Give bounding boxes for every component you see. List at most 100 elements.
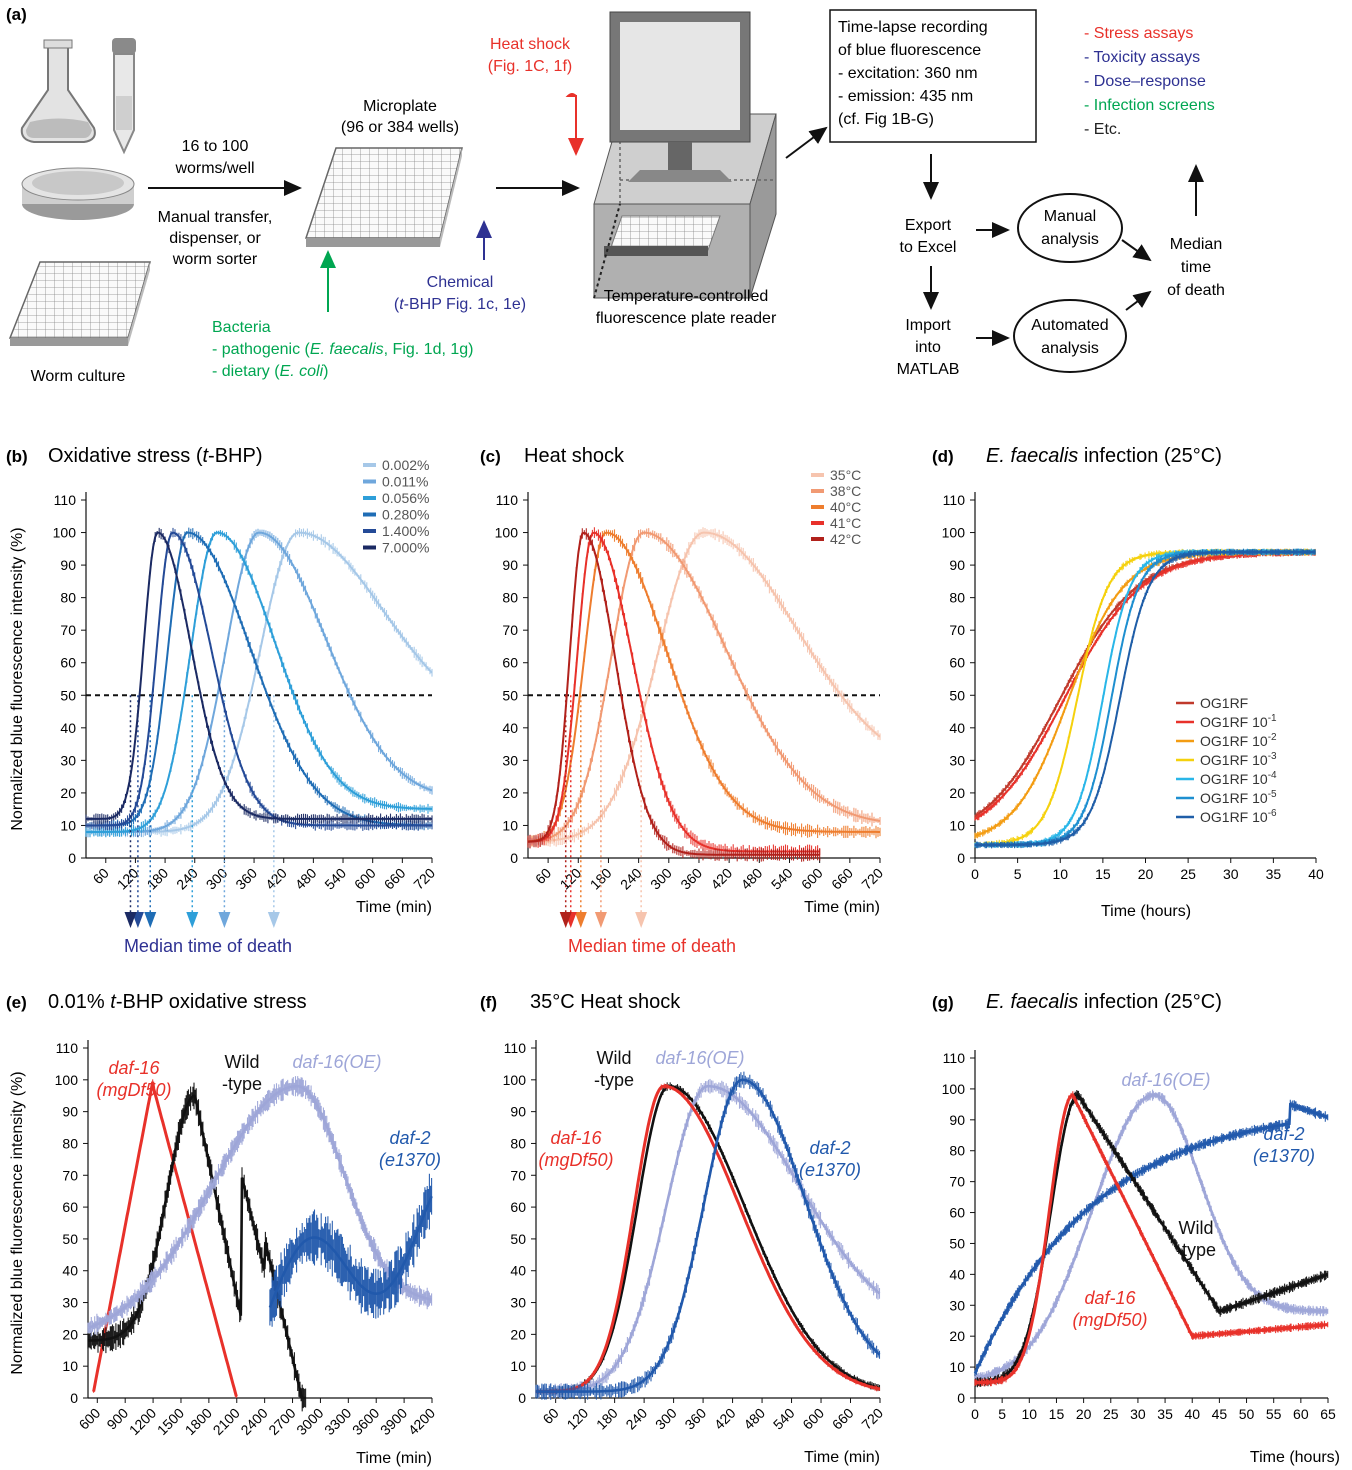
x-tick-label: 660	[381, 865, 409, 893]
legend-label: 38°C	[830, 483, 861, 499]
legend-label: OG1RF 10-4	[1200, 770, 1277, 787]
x-tick-label: 300	[203, 865, 231, 893]
heat-shock-arrow	[565, 93, 584, 156]
microplate-wells-label: (96 or 384 wells)	[341, 119, 459, 136]
y-tick-label: 110	[943, 1050, 966, 1066]
x-axis-label: Time (hours)	[1101, 903, 1191, 920]
petri-dish-icon	[21, 167, 135, 220]
x-tick-label: 30	[1223, 866, 1239, 882]
y-tick-label: 80	[502, 590, 518, 606]
series-label-line2: (mgDf50)	[96, 1080, 171, 1100]
y-tick-label: 70	[949, 622, 965, 638]
transfer-method-text: Manual transfer,	[158, 209, 273, 226]
series-label: daf-16(OE)	[292, 1052, 381, 1072]
series-line-errorbars	[527, 527, 821, 859]
recording-box-line: (cf. Fig 1B-G)	[838, 111, 934, 128]
x-tick-label: 600	[799, 1405, 827, 1433]
y-tick-label: 60	[510, 1199, 526, 1215]
worm-count-text-2: worms/well	[174, 160, 254, 177]
y-tick-label: 110	[496, 492, 519, 508]
series-line-errorbars	[85, 527, 433, 825]
x-tick-label: 480	[738, 865, 766, 893]
y-tick-label: 80	[949, 590, 965, 606]
x-tick-label: 25	[1180, 866, 1196, 882]
y-tick-label: 20	[62, 1326, 78, 1342]
chart-panel-d: (d) E. faecalis infection (25°C) 0 10 20 30 40…	[932, 445, 1324, 920]
y-tick-label: 90	[510, 1104, 526, 1120]
chart-panel-e: (e) 0.01% t-BHP oxidative stress 0 10 20 30 40…	[6, 991, 441, 1467]
x-tick-label: 2100	[210, 1405, 243, 1438]
y-tick-label: 60	[60, 655, 76, 671]
y-tick-label: 40	[60, 720, 76, 736]
median-death-arrowhead	[218, 912, 231, 928]
median-death-arrowhead	[574, 912, 587, 928]
series-label-line2: (e1370)	[799, 1160, 861, 1180]
y-tick-label: 110	[943, 492, 966, 508]
test-tube-icon	[112, 38, 136, 155]
y-tick-label: 110	[504, 1040, 527, 1056]
legend-label: 0.280%	[382, 507, 429, 523]
y-tick-label: 30	[949, 1297, 965, 1313]
x-tick-label: 3300	[321, 1405, 354, 1438]
panel-a: (a) Worm culture 16 to 100	[6, 5, 1225, 385]
assay-list: - Stress assays - Toxicity assays - Dose–r…	[1084, 25, 1215, 138]
x-tick-label: 360	[681, 1405, 709, 1433]
series-label: daf-16	[1084, 1288, 1136, 1308]
y-tick-label: 20	[949, 785, 965, 801]
series-label: daf-16	[108, 1058, 160, 1078]
median-death-arrowhead	[267, 912, 280, 928]
series-line	[86, 531, 432, 827]
series-line	[87, 1084, 432, 1330]
x-tick-label: 360	[232, 865, 260, 893]
y-tick-label: 20	[949, 1328, 965, 1344]
y-tick-label: 100	[942, 525, 966, 541]
x-tick-label: 720	[858, 1405, 886, 1433]
chart-panel-b: (b) Oxidative stress (t-BHP) 0 10 20 30 40 50 60…	[6, 445, 438, 956]
y-tick-label: 20	[60, 785, 76, 801]
series-line	[975, 1093, 1328, 1384]
y-tick-label: 40	[510, 1263, 526, 1279]
x-tick-label: 540	[768, 865, 796, 893]
legend-label: OG1RF 10-1	[1200, 713, 1277, 730]
median-label-3: of death	[1167, 282, 1225, 299]
y-tick-label: 70	[949, 1174, 965, 1190]
x-tick-label: 240	[173, 865, 201, 893]
x-tick-label: 420	[262, 865, 290, 893]
series-label-line2: (mgDf50)	[538, 1150, 613, 1170]
y-tick-label: 20	[510, 1326, 526, 1342]
series-label-line2: -type	[222, 1074, 262, 1094]
worm-culture-plate-icon	[8, 261, 151, 346]
x-tick-label: 5	[1014, 866, 1022, 882]
series-line	[973, 1102, 1329, 1374]
y-tick-label: 40	[62, 1263, 78, 1279]
x-tick-label: 65	[1320, 1406, 1336, 1422]
series-line	[527, 531, 820, 856]
series-label: daf-16(OE)	[655, 1048, 744, 1068]
bacteria-dietary-label: - dietary (E. coli)	[212, 363, 328, 380]
series-label: daf-16(OE)	[1121, 1070, 1210, 1090]
x-axis-label: Time (min)	[804, 899, 880, 916]
series-line	[528, 531, 881, 843]
y-tick-label: 70	[62, 1167, 78, 1183]
y-tick-label: 40	[949, 720, 965, 736]
x-tick-label: 720	[410, 865, 438, 893]
median-death-arrowhead	[635, 912, 648, 928]
y-axis-label: Normalized blue fluorescence intensity (…	[9, 1071, 26, 1374]
x-tick-label: 60	[539, 1405, 561, 1427]
series-label: daf-2	[809, 1138, 850, 1158]
series-label: Wild	[225, 1052, 260, 1072]
y-tick-label: 100	[53, 525, 77, 541]
x-tick-label: 1200	[126, 1405, 159, 1438]
series-line	[86, 531, 432, 833]
chart-panel-g: (g) E. faecalis infection (25°C) 0 10 20 30 40…	[932, 991, 1340, 1466]
x-tick-label: 240	[622, 1405, 650, 1433]
legend-label: 1.400%	[382, 523, 429, 539]
import-label: Import	[905, 317, 951, 334]
x-tick-label: 4200	[405, 1405, 438, 1438]
y-tick-label: 110	[56, 1040, 79, 1056]
x-tick-label: 60	[90, 865, 112, 887]
y-tick-label: 30	[62, 1295, 78, 1311]
legend-label: 0.002%	[382, 457, 429, 473]
heat-shock-label: Heat shock	[490, 36, 571, 53]
median-death-arrowhead	[594, 912, 607, 928]
